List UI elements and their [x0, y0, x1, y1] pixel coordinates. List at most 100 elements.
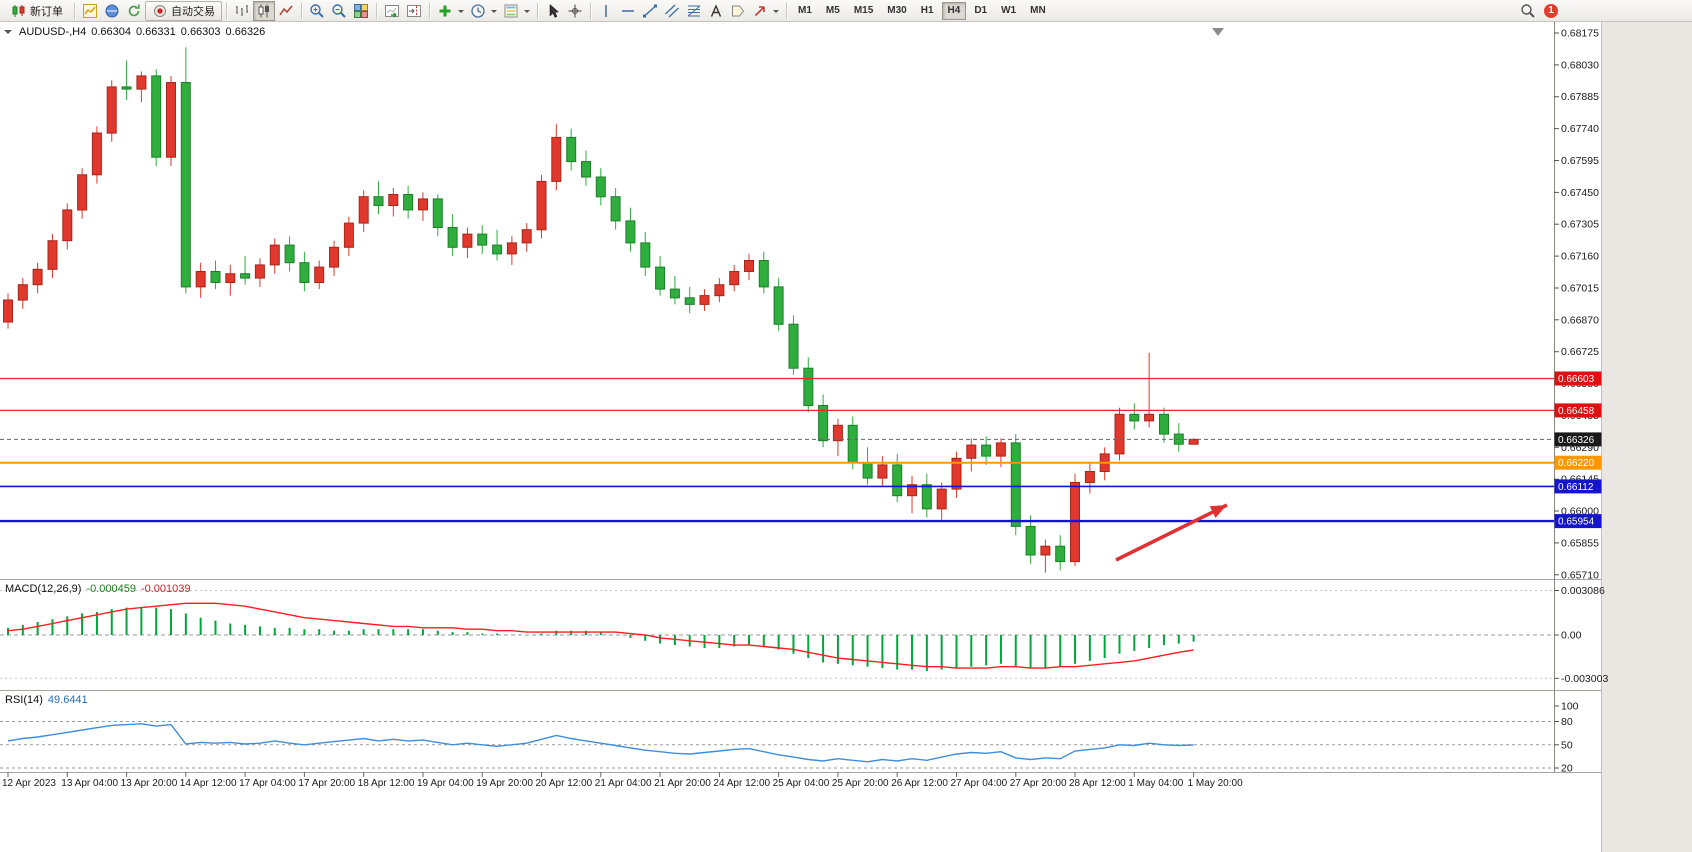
rsi-name: RSI(14) — [5, 694, 43, 706]
search-icon[interactable] — [1520, 3, 1536, 19]
arrows-tool-button[interactable] — [749, 1, 782, 21]
svg-text:27 Apr 20:00: 27 Apr 20:00 — [1010, 778, 1067, 789]
toolbar-separator — [537, 2, 538, 19]
timeframe-button-m1[interactable]: M1 — [792, 2, 818, 20]
svg-text:28 Apr 12:00: 28 Apr 12:00 — [1069, 778, 1126, 789]
svg-text:0.00: 0.00 — [1561, 630, 1582, 642]
chart-high-value: 0.66331 — [136, 26, 176, 38]
tile-windows-icon — [354, 3, 368, 18]
auto-scroll-icon — [385, 4, 399, 17]
macd-name: MACD(12,26,9) — [5, 583, 82, 595]
candlestick-chart-button[interactable] — [253, 0, 275, 21]
svg-text:0.66112: 0.66112 — [1558, 482, 1594, 493]
periods-button[interactable] — [467, 1, 500, 21]
refresh-button[interactable] — [123, 1, 145, 21]
profiles-icon — [105, 4, 119, 17]
line-chart-button[interactable] — [275, 1, 297, 21]
svg-text:20 Apr 12:00: 20 Apr 12:00 — [536, 778, 593, 789]
chevron-down-icon — [524, 9, 530, 16]
timeframe-button-mn[interactable]: MN — [1024, 2, 1052, 20]
svg-text:19 Apr 04:00: 19 Apr 04:00 — [417, 778, 474, 789]
toolbar-separator — [786, 2, 787, 19]
price-badge-0.66603: 0.66603 — [1554, 371, 1602, 386]
profiles-button[interactable] — [101, 1, 123, 21]
macd-indicator-label: MACD(12,26,9) -0.000459 -0.001039 — [5, 583, 191, 595]
zoom-out-button[interactable] — [328, 1, 350, 21]
toolbar-separator — [590, 2, 591, 19]
svg-text:0.67305: 0.67305 — [1561, 219, 1599, 231]
trend-arrow-annotation[interactable] — [1115, 503, 1228, 562]
rsi-line — [7, 723, 1194, 763]
toolbar-separator — [226, 2, 227, 19]
svg-text:0.66220: 0.66220 — [1558, 458, 1595, 469]
vertical-line-tool-button[interactable] — [595, 1, 617, 21]
svg-text:80: 80 — [1561, 716, 1573, 728]
svg-text:20: 20 — [1561, 763, 1573, 775]
price-badge-0.66220: 0.66220 — [1554, 455, 1602, 470]
text-tool-button[interactable] — [705, 1, 727, 21]
candles-group — [3, 47, 1199, 573]
crosshair-button[interactable] — [564, 1, 586, 21]
svg-text:13 Apr 04:00: 13 Apr 04:00 — [61, 778, 118, 789]
charts-button[interactable] — [79, 1, 101, 21]
svg-text:0.67160: 0.67160 — [1561, 251, 1599, 263]
notification-badge[interactable]: 1 — [1544, 3, 1558, 18]
vertical-line-icon — [605, 4, 607, 17]
charts-icon — [83, 3, 97, 18]
timeframe-button-m30[interactable]: M30 — [881, 2, 912, 20]
svg-text:21 Apr 04:00: 21 Apr 04:00 — [595, 778, 652, 789]
cursor-icon — [549, 3, 560, 18]
svg-text:12 Apr 2023: 12 Apr 2023 — [2, 778, 56, 789]
svg-text:13 Apr 20:00: 13 Apr 20:00 — [121, 778, 178, 789]
svg-text:0.68175: 0.68175 — [1561, 28, 1599, 40]
autotrading-icon — [154, 4, 166, 17]
timeframe-group: M1 M5 M15 M30 H1 H4 D1 W1 MN — [791, 1, 1053, 20]
clock-icon — [471, 3, 485, 18]
svg-text:26 Apr 12:00: 26 Apr 12:00 — [891, 778, 948, 789]
tile-windows-button[interactable] — [350, 1, 372, 21]
timeframe-button-h4[interactable]: H4 — [941, 1, 967, 20]
zoom-out-icon — [332, 3, 346, 18]
chart-low-value: 0.66303 — [180, 26, 221, 38]
cursor-button[interactable] — [542, 1, 564, 21]
fibonacci-tool-button[interactable] — [683, 1, 705, 21]
svg-text:0.67595: 0.67595 — [1561, 155, 1599, 167]
timeframe-button-w1[interactable]: W1 — [995, 2, 1022, 20]
refresh-icon — [128, 4, 140, 16]
templates-icon — [504, 4, 518, 17]
label-tag-icon — [732, 5, 745, 16]
svg-text:25 Apr 04:00: 25 Apr 04:00 — [773, 778, 830, 789]
autotrading-button[interactable]: 自动交易 — [145, 0, 222, 21]
channel-tool-button[interactable] — [661, 1, 683, 21]
label-tool-button[interactable] — [727, 1, 749, 21]
timeframe-button-m15[interactable]: M15 — [848, 2, 879, 20]
toolbar: 新订单 自动交易 — [0, 0, 1692, 22]
bar-chart-button[interactable] — [231, 1, 253, 21]
timeframe-button-d1[interactable]: D1 — [968, 2, 993, 20]
templates-button[interactable] — [500, 1, 533, 21]
svg-text:24 Apr 12:00: 24 Apr 12:00 — [713, 778, 770, 789]
add-indicator-button[interactable] — [434, 1, 467, 21]
chart-shift-button[interactable] — [403, 1, 425, 21]
svg-text:0.68030: 0.68030 — [1561, 59, 1599, 71]
new-order-button[interactable]: 新订单 — [4, 1, 70, 21]
toolbar-right-group: 1 — [1520, 3, 1558, 19]
chart-expand-icon[interactable] — [4, 30, 12, 38]
horizontal-line-tool-button[interactable] — [617, 1, 639, 21]
zoom-in-button[interactable] — [306, 1, 328, 21]
crosshair-icon — [568, 4, 582, 17]
svg-text:0.66326: 0.66326 — [1558, 435, 1595, 446]
trendline-tool-button[interactable] — [639, 1, 661, 21]
candlestick-chart-icon — [258, 4, 269, 17]
timeframe-button-m5[interactable]: M5 — [820, 2, 846, 20]
price-badge-0.66112: 0.66112 — [1554, 479, 1602, 494]
rsi-panel — [0, 721, 1554, 769]
price-badge-0.66458: 0.66458 — [1554, 403, 1602, 418]
auto-scroll-button[interactable] — [381, 1, 403, 21]
zoom-in-icon — [310, 3, 324, 18]
timeframe-button-h1[interactable]: H1 — [915, 2, 940, 20]
svg-text:25 Apr 20:00: 25 Apr 20:00 — [832, 778, 889, 789]
channel-icon — [665, 4, 679, 17]
macd-signal-line — [7, 602, 1194, 669]
